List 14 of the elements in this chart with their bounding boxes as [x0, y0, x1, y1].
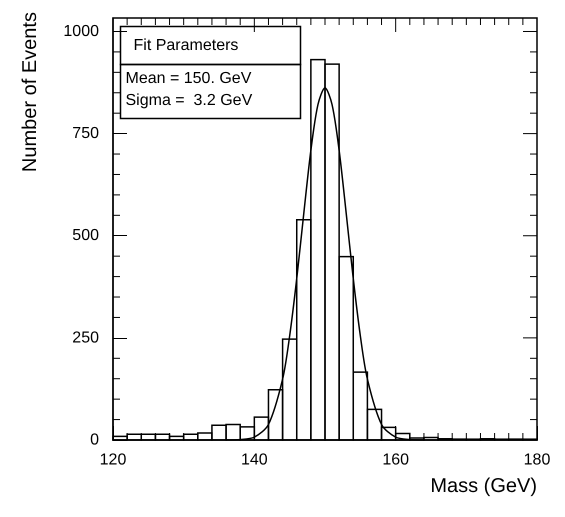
- y-tick-label: 250: [72, 329, 100, 346]
- y-tick-label: 0: [90, 432, 100, 448]
- x-tick-label: 140: [240, 452, 268, 468]
- annotation: Sigma = 3.2 GeV: [126, 92, 253, 109]
- annotation: Fit Parameters: [134, 37, 238, 54]
- x-tick-label: 180: [524, 452, 550, 468]
- x-tick-label: 160: [382, 452, 410, 468]
- y-tick-label: 1000: [63, 22, 100, 40]
- annotation: Mean = 150. GeV: [126, 70, 252, 87]
- y-tick-label: 500: [72, 227, 100, 244]
- x-axis-title: Mass (GeV): [430, 475, 537, 497]
- y-axis-title: Number of Events: [19, 12, 41, 172]
- x-tick-label: 120: [100, 452, 126, 468]
- y-tick-label: 750: [72, 125, 100, 142]
